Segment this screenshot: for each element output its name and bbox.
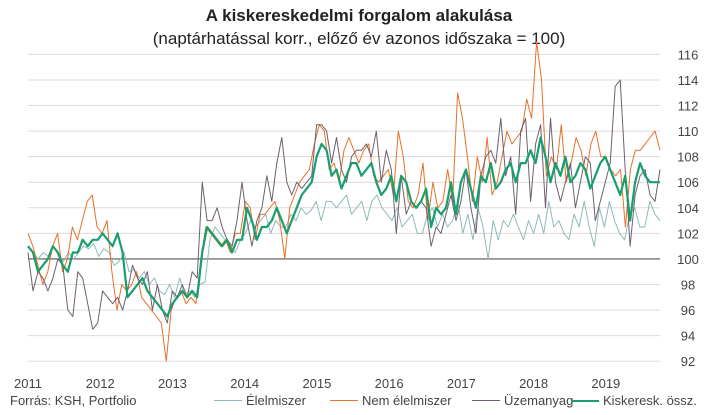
- series-line-2: [27, 79, 661, 330]
- y-tick-label: 116: [678, 47, 699, 62]
- y-tick-label: 92: [681, 354, 695, 369]
- y-tick-label: 112: [678, 99, 699, 114]
- y-axis-ticks: 92 94 96 98 100 102 104 106 108 110 112 114 116: [677, 47, 699, 369]
- series-line-0: [27, 194, 661, 298]
- legend-label: Üzemanyag: [504, 393, 574, 408]
- x-tick-label: 2013: [158, 376, 187, 391]
- series-line-1: [27, 41, 661, 362]
- legend-item-elelmiszer: Élelmiszer: [214, 393, 306, 408]
- x-tick-label: 2016: [375, 376, 404, 391]
- source-note: Forrás: KSH, Portfolio: [10, 393, 137, 408]
- x-tick-label: 2011: [14, 376, 42, 391]
- legend-label: Nem élelmiszer: [362, 393, 452, 408]
- series-lines: [27, 41, 661, 362]
- legend-swatch: [472, 400, 500, 401]
- x-tick-label: 2018: [519, 376, 548, 391]
- x-tick-label: 2015: [302, 376, 331, 391]
- y-tick-label: 94: [681, 329, 695, 344]
- legend-item-uzemanyag: Üzemanyag: [472, 393, 573, 408]
- chart-subtitle: (naptárhatással korr., előző év azonos i…: [152, 29, 566, 48]
- series-line-3: [27, 136, 660, 318]
- legend-label: Élelmiszer: [246, 393, 306, 408]
- x-tick-label: 2019: [591, 376, 620, 391]
- legend-swatch: [214, 400, 242, 401]
- legend-item-nem-elelmiszer: Nem élelmiszer: [330, 393, 452, 408]
- y-tick-label: 102: [677, 226, 699, 241]
- y-tick-label: 104: [677, 201, 699, 216]
- grid-lines: [28, 53, 660, 362]
- x-axis-ticks: 2011 2012 2013 2014 2015 2016 2017 2018 2019: [14, 376, 620, 391]
- legend-swatch: [571, 399, 599, 402]
- x-tick-label: 2017: [447, 376, 476, 391]
- y-tick-label: 96: [681, 303, 695, 318]
- y-tick-label: 106: [677, 175, 699, 190]
- y-tick-label: 100: [677, 252, 699, 267]
- legend-swatch: [330, 400, 358, 401]
- x-tick-label: 2012: [86, 376, 115, 391]
- y-tick-label: 98: [681, 278, 695, 293]
- y-tick-label: 110: [678, 124, 699, 139]
- y-tick-label: 108: [677, 150, 699, 165]
- legend-label: Kiskeresk. össz.: [603, 393, 697, 408]
- chart-title: A kiskereskedelmi forgalom alakulása: [205, 6, 513, 25]
- legend-item-kiskeresk-ossz: Kiskeresk. össz.: [571, 393, 697, 408]
- x-tick-label: 2014: [230, 376, 259, 391]
- y-tick-label: 114: [678, 73, 699, 88]
